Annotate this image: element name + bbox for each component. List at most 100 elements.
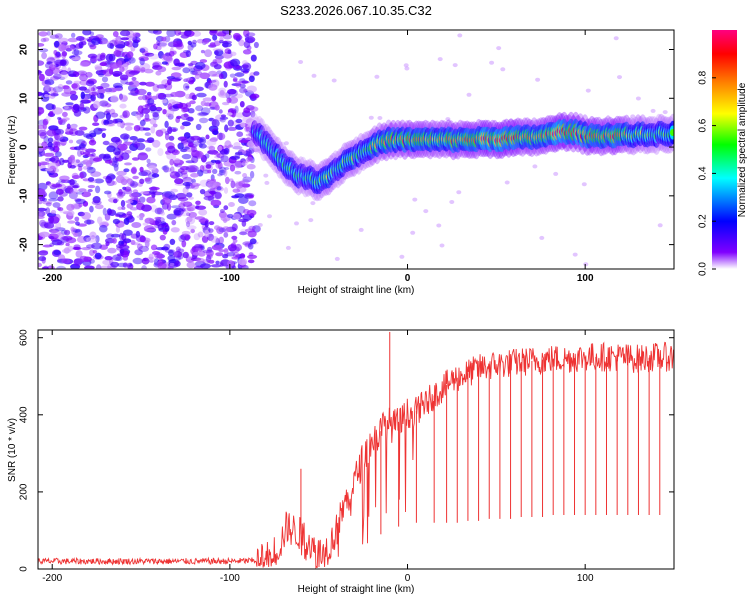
noise-blob bbox=[55, 151, 62, 158]
noise-blob bbox=[108, 158, 118, 166]
noise-blob bbox=[48, 198, 59, 202]
noise-blob bbox=[194, 73, 200, 80]
noise-blob bbox=[176, 115, 182, 119]
noise-blob bbox=[56, 265, 66, 269]
noise-blob bbox=[228, 89, 238, 98]
noise-blob bbox=[218, 249, 225, 253]
noise-blob bbox=[141, 107, 151, 114]
noise-blob bbox=[211, 119, 220, 128]
noise-blob bbox=[57, 133, 64, 140]
noise-blob bbox=[38, 188, 46, 196]
noise-blob bbox=[50, 93, 59, 97]
noise-blob bbox=[231, 235, 238, 240]
noise-blob bbox=[181, 240, 187, 248]
noise-blob bbox=[115, 243, 125, 249]
noise-blob bbox=[66, 203, 75, 211]
noise-blob bbox=[152, 30, 162, 35]
noise-blob bbox=[229, 164, 236, 172]
noise-blob bbox=[167, 113, 174, 120]
noise-blob bbox=[115, 226, 120, 233]
noise-blob bbox=[193, 265, 203, 269]
noise-blob bbox=[192, 182, 197, 186]
noise-blob bbox=[218, 132, 223, 141]
noise-blob bbox=[155, 129, 164, 137]
noise-blob bbox=[59, 70, 69, 75]
noise-blob bbox=[110, 233, 121, 238]
noise-blob bbox=[246, 85, 257, 93]
noise-blob bbox=[173, 251, 183, 258]
noise-blob bbox=[283, 141, 289, 146]
noise-blob bbox=[115, 212, 126, 217]
noise-blob bbox=[55, 222, 62, 230]
noise-blob bbox=[82, 30, 92, 36]
noise-blob bbox=[164, 55, 174, 64]
noise-blob bbox=[135, 111, 143, 115]
noise-blob bbox=[170, 205, 181, 209]
noise-blob bbox=[229, 155, 241, 160]
noise-blob bbox=[86, 219, 92, 225]
noise-blob bbox=[73, 232, 79, 237]
noise-blob bbox=[195, 105, 204, 112]
noise-blob bbox=[87, 189, 93, 193]
noise-blob bbox=[218, 146, 223, 151]
noise-blob bbox=[203, 38, 210, 44]
noise-blob bbox=[238, 139, 249, 143]
noise-blob bbox=[84, 153, 94, 157]
noise-blob bbox=[222, 254, 229, 259]
noise-blob bbox=[38, 146, 44, 152]
noise-blob bbox=[149, 118, 157, 125]
noise-blob bbox=[214, 58, 223, 64]
noise-blob bbox=[48, 191, 59, 200]
noise-blob bbox=[553, 171, 559, 176]
noise-blob bbox=[161, 53, 172, 62]
noise-blob bbox=[166, 76, 176, 80]
noise-blob bbox=[38, 215, 45, 219]
noise-blob bbox=[78, 143, 87, 149]
noise-blob bbox=[223, 80, 228, 88]
noise-blob bbox=[105, 241, 110, 247]
noise-blob bbox=[63, 185, 74, 193]
noise-blob bbox=[246, 209, 257, 216]
noise-blob bbox=[167, 265, 173, 269]
noise-blob bbox=[119, 94, 128, 103]
noise-blob bbox=[185, 50, 192, 58]
noise-blob bbox=[218, 227, 226, 233]
noise-blob bbox=[234, 93, 244, 99]
noise-blob bbox=[233, 142, 241, 148]
noise-blob bbox=[132, 41, 139, 48]
noise-blob bbox=[199, 138, 205, 143]
noise-blob bbox=[247, 254, 258, 259]
noise-blob bbox=[147, 91, 152, 96]
noise-blob bbox=[374, 74, 380, 79]
noise-blob bbox=[131, 166, 137, 175]
noise-blob bbox=[189, 100, 196, 105]
noise-blob bbox=[65, 126, 74, 135]
noise-blob bbox=[169, 171, 175, 176]
noise-blob bbox=[38, 207, 47, 212]
noise-blob bbox=[248, 75, 255, 83]
noise-blob bbox=[220, 155, 229, 163]
noise-blob bbox=[222, 101, 230, 106]
noise-blob bbox=[613, 36, 619, 41]
noise-blob bbox=[117, 60, 123, 68]
noise-blob bbox=[581, 182, 587, 187]
noise-blob bbox=[221, 226, 231, 233]
noise-blob bbox=[38, 199, 43, 205]
noise-blob bbox=[181, 153, 192, 160]
noise-blob bbox=[98, 100, 109, 107]
noise-blob bbox=[105, 112, 111, 121]
noise-blob bbox=[101, 76, 109, 83]
y-tick-label: 600 bbox=[19, 329, 30, 346]
noise-blob bbox=[253, 71, 260, 76]
noise-blob bbox=[246, 156, 254, 162]
noise-blob bbox=[141, 257, 150, 265]
noise-blob bbox=[88, 139, 97, 146]
noise-blob bbox=[39, 231, 50, 238]
noise-blob bbox=[67, 210, 75, 216]
x-tick-label: -100 bbox=[220, 573, 240, 584]
noise-blob bbox=[504, 180, 510, 185]
noise-blob bbox=[224, 48, 232, 54]
noise-blob bbox=[38, 250, 49, 256]
noise-blob bbox=[124, 81, 134, 85]
noise-blob bbox=[218, 169, 226, 176]
